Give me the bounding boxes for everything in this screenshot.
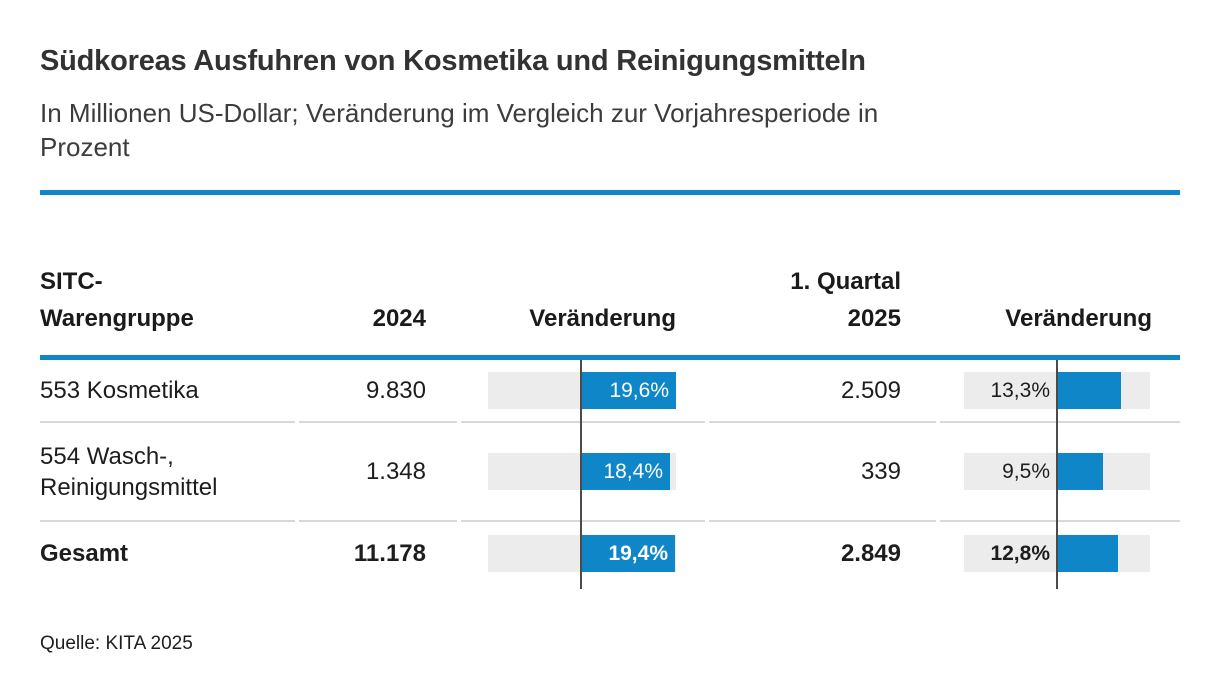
value-q1-2025: 2.849: [840, 539, 901, 567]
bar-track: 18,4%: [488, 453, 676, 490]
change-bar: [1057, 535, 1118, 572]
column-header-veraenderung-q1-2025: Veränderung: [940, 263, 1180, 337]
column-header-line1: 1. Quartal: [790, 268, 901, 295]
change-bar: 18,4%: [582, 453, 670, 490]
column-header-line1: SITC-: [40, 268, 103, 295]
column-header-veraenderung-2024: Veränderung: [461, 263, 705, 337]
value-2024: 9.830: [299, 360, 457, 423]
table-row-gesamt: Gesamt 11.178 19,4% 2.849 12,8%: [40, 522, 1180, 585]
change-chart-2024: 19,6%: [461, 360, 705, 423]
column-header-line2: 2025: [847, 305, 901, 332]
chart-subtitle-line1: In Millionen US-Dollar; Veränderung im V…: [40, 98, 879, 128]
column-header-warengruppe: SITC- Warengruppe: [40, 263, 295, 337]
change-bar: [1057, 453, 1103, 490]
table-header-row: SITC- Warengruppe 2024 Veränderung 1. Qu…: [40, 263, 1180, 337]
change-bar: 19,6%: [582, 372, 676, 409]
change-chart-q1-2025: 12,8%: [940, 522, 1180, 585]
change-chart-q1-2025: 9,5%: [940, 423, 1180, 522]
row-label: Gesamt: [40, 540, 129, 567]
change-value-label: 19,6%: [609, 378, 669, 402]
change-bar: 19,4%: [582, 535, 675, 572]
change-value-label: 18,4%: [603, 459, 663, 483]
row-label: 553 Kosmetika: [40, 360, 295, 423]
bar-track: 19,4%: [488, 535, 676, 572]
change-bar: [1057, 372, 1121, 409]
table-header-rule: [40, 355, 1180, 360]
table-row-waschmittel: 554 Wasch-, Reinigungsmittel 1.348 18,4%…: [40, 423, 1180, 522]
source-note: Quelle: KITA 2025: [40, 633, 193, 654]
chart-subtitle-line2: Prozent: [40, 132, 130, 162]
value-2024: 11.178: [353, 539, 426, 567]
column-header-line2: Warengruppe: [40, 305, 194, 332]
change-value-label: 19,4%: [608, 541, 668, 565]
column-header-q1-2025: 1. Quartal 2025: [709, 263, 936, 337]
column-header-line2: Veränderung: [529, 305, 676, 332]
value-2024: 1.348: [299, 423, 457, 522]
value-q1-2025: 2.509: [709, 360, 936, 423]
value-q1-2025: 339: [709, 423, 936, 522]
baseline-axis-q1-2025: [1056, 360, 1058, 589]
column-header-line2: 2024: [372, 305, 426, 332]
title-divider-rule: [40, 190, 1180, 195]
bar-track: 19,6%: [488, 372, 676, 409]
change-chart-2024: 18,4%: [461, 423, 705, 522]
column-header-line2: Veränderung: [1005, 305, 1152, 332]
chart-title: Südkoreas Ausfuhren von Kosmetika und Re…: [40, 45, 866, 77]
change-chart-2024: 19,4%: [461, 522, 705, 585]
chart-subtitle: In Millionen US-Dollar; Veränderung im V…: [40, 96, 1180, 164]
table-body: 553 Kosmetika 9.830 19,6% 2.509 13,3% 55…: [40, 360, 1180, 589]
change-chart-q1-2025: 13,3%: [940, 360, 1180, 423]
table-row-kosmetika: 553 Kosmetika 9.830 19,6% 2.509 13,3%: [40, 360, 1180, 423]
baseline-axis-2024: [580, 360, 582, 589]
change-value-label: 9,5%: [1002, 459, 1050, 483]
column-header-2024: 2024: [299, 263, 457, 337]
change-value-label: 13,3%: [990, 378, 1050, 402]
row-label: 554 Wasch-, Reinigungsmittel: [40, 423, 295, 522]
change-value-label: 12,8%: [990, 541, 1050, 565]
